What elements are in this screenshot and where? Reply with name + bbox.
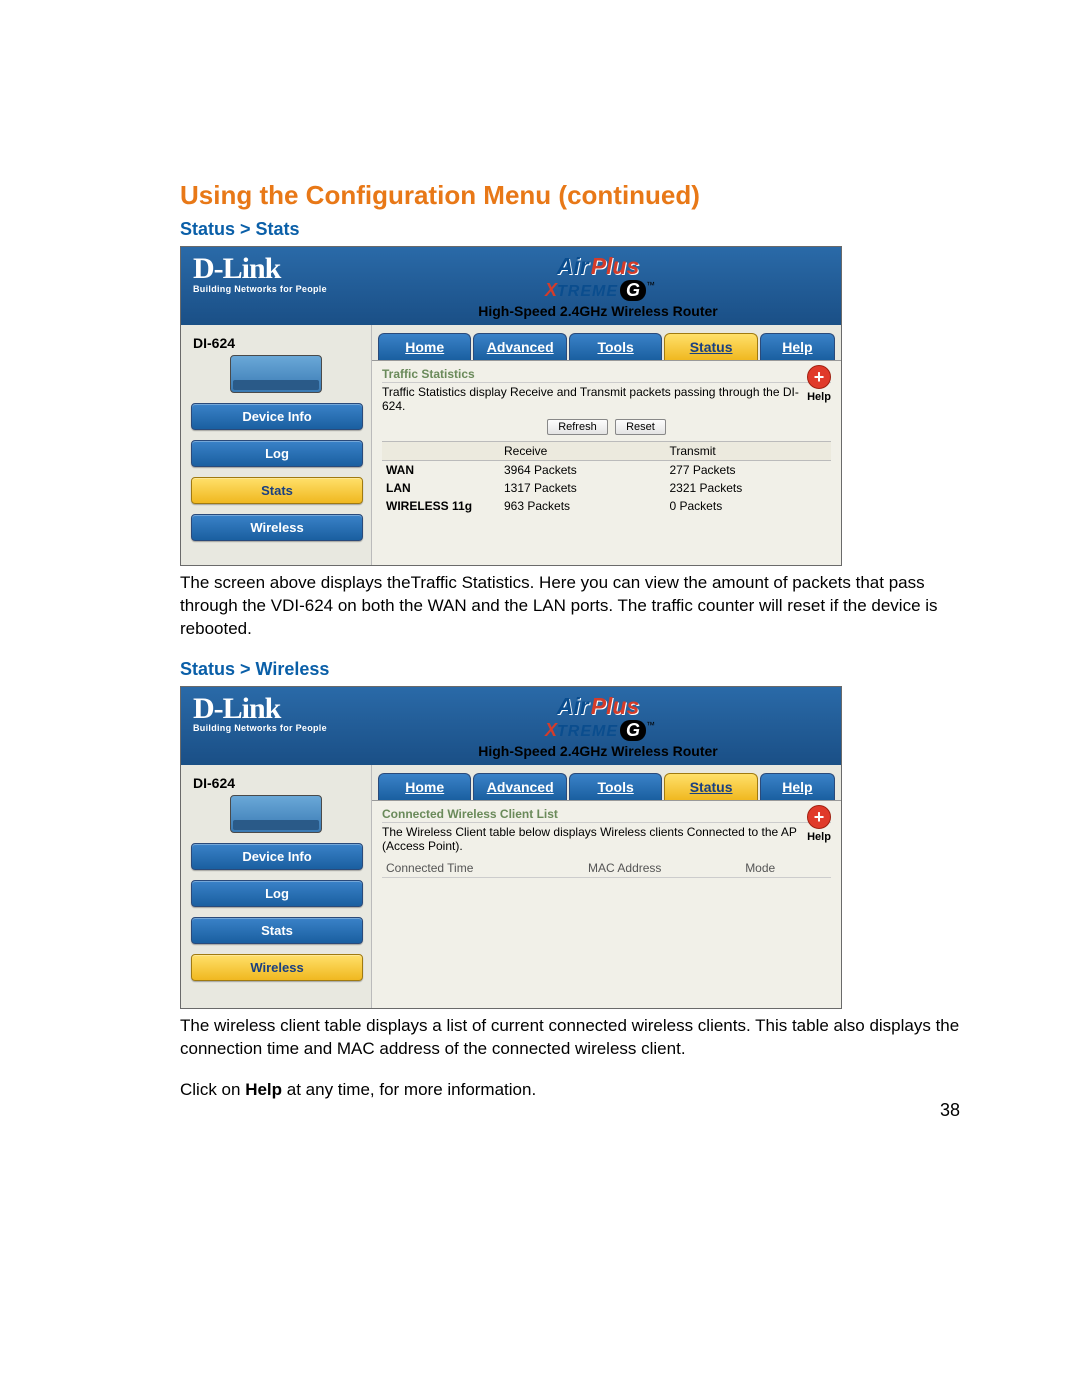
col-connected-time: Connected Time [382, 859, 584, 878]
page-title: Using the Configuration Menu (continued) [180, 180, 960, 211]
sidebar-item-stats[interactable]: Stats [191, 477, 363, 504]
tab-advanced[interactable]: Advanced [473, 773, 566, 800]
table-row: LAN 1317 Packets 2321 Packets [382, 479, 831, 497]
sidebar-item-log[interactable]: Log [191, 440, 363, 467]
refresh-button[interactable]: Refresh [547, 419, 608, 435]
sidebar: DI-624 Device Info Log Stats Wireless [181, 765, 371, 1008]
help-line-prefix: Click on [180, 1080, 245, 1099]
tab-status[interactable]: Status [664, 333, 757, 360]
router-panel-wireless: D-Link Building Networks for People AirP… [180, 686, 842, 1009]
tab-advanced[interactable]: Advanced [473, 333, 566, 360]
tm-mark: ™ [646, 720, 655, 730]
sidebar-item-device-info[interactable]: Device Info [191, 403, 363, 430]
col-mode: Mode [741, 859, 831, 878]
breadcrumb-stats: Status > Stats [180, 219, 960, 240]
page-number: 38 [180, 1100, 960, 1121]
col-transmit: Transmit [666, 442, 832, 461]
logo-text: D-Link [193, 695, 343, 724]
help-icon-wrap[interactable]: + Help [807, 805, 831, 843]
brand-subtitle: High-Speed 2.4GHz Wireless Router [355, 743, 841, 759]
row-wl-rx: 963 Packets [500, 497, 666, 515]
section-title-clients: Connected Wireless Client List [382, 807, 831, 823]
sidebar: DI-624 Device Info Log Stats Wireless [181, 325, 371, 565]
table-row: WAN 3964 Packets 277 Packets [382, 461, 831, 480]
tab-help[interactable]: Help [760, 773, 835, 800]
logo-tagline: Building Networks for People [193, 284, 343, 294]
device-image [230, 795, 322, 833]
g-badge: G [620, 280, 646, 301]
content-area: Home Advanced Tools Status Help + Help C… [371, 765, 841, 1008]
brand-subtitle: High-Speed 2.4GHz Wireless Router [355, 303, 841, 319]
col-mac-address: MAC Address [584, 859, 741, 878]
device-image [230, 355, 322, 393]
g-badge: G [620, 720, 646, 741]
brand-air: Air [557, 693, 589, 720]
panel-header: D-Link Building Networks for People AirP… [181, 247, 841, 325]
content-area: Home Advanced Tools Status Help + Help T… [371, 325, 841, 565]
tab-home[interactable]: Home [378, 333, 471, 360]
help-icon-label: Help [807, 831, 831, 843]
tab-bar: Home Advanced Tools Status Help [372, 325, 841, 361]
help-plus-icon[interactable]: + [807, 365, 831, 389]
help-line-suffix: at any time, for more information. [282, 1080, 536, 1099]
brand-plus: Plus [591, 253, 640, 280]
row-lan-label: LAN [382, 479, 500, 497]
row-lan-rx: 1317 Packets [500, 479, 666, 497]
help-icon-label: Help [807, 391, 831, 403]
product-branding: AirPlus XTREMEG™ High-Speed 2.4GHz Wirel… [355, 687, 841, 759]
tab-status[interactable]: Status [664, 773, 757, 800]
dlink-logo: D-Link Building Networks for People [181, 247, 355, 296]
panel-header: D-Link Building Networks for People AirP… [181, 687, 841, 765]
row-wan-tx: 277 Packets [666, 461, 832, 480]
reset-button[interactable]: Reset [615, 419, 666, 435]
logo-tagline: Building Networks for People [193, 723, 343, 733]
row-wan-rx: 3964 Packets [500, 461, 666, 480]
logo-text: D-Link [193, 255, 343, 284]
brand-treme: TREME [557, 723, 618, 740]
sidebar-item-stats[interactable]: Stats [191, 917, 363, 944]
row-lan-tx: 2321 Packets [666, 479, 832, 497]
tab-home[interactable]: Home [378, 773, 471, 800]
clients-description: The Wireless Client table below displays… [382, 825, 831, 853]
model-label: DI-624 [193, 335, 361, 351]
help-icon-wrap[interactable]: + Help [807, 365, 831, 403]
brand-plus: Plus [591, 693, 640, 720]
col-receive: Receive [500, 442, 666, 461]
model-label: DI-624 [193, 775, 361, 791]
stats-paragraph: The screen above displays theTraffic Sta… [180, 572, 960, 641]
help-plus-icon[interactable]: + [807, 805, 831, 829]
dlink-logo: D-Link Building Networks for People [181, 687, 355, 736]
stats-table: Receive Transmit WAN 3964 Packets 277 Pa… [382, 441, 831, 515]
table-row: WIRELESS 11g 963 Packets 0 Packets [382, 497, 831, 515]
help-line-bold: Help [245, 1080, 282, 1099]
brand-x: X [545, 280, 557, 300]
brand-treme: TREME [557, 283, 618, 300]
row-wan-label: WAN [382, 461, 500, 480]
clients-table: Connected Time MAC Address Mode [382, 859, 831, 878]
sidebar-item-wireless[interactable]: Wireless [191, 514, 363, 541]
traffic-description: Traffic Statistics display Receive and T… [382, 385, 831, 413]
sidebar-item-log[interactable]: Log [191, 880, 363, 907]
sidebar-item-device-info[interactable]: Device Info [191, 843, 363, 870]
tab-tools[interactable]: Tools [569, 773, 662, 800]
tm-mark: ™ [646, 280, 655, 290]
tab-tools[interactable]: Tools [569, 333, 662, 360]
product-branding: AirPlus XTREMEG™ High-Speed 2.4GHz Wirel… [355, 247, 841, 319]
wireless-paragraph: The wireless client table displays a lis… [180, 1015, 960, 1061]
row-wl-tx: 0 Packets [666, 497, 832, 515]
help-line: Click on Help at any time, for more info… [180, 1079, 960, 1102]
section-title-traffic: Traffic Statistics [382, 367, 831, 383]
tab-help[interactable]: Help [760, 333, 835, 360]
breadcrumb-wireless: Status > Wireless [180, 659, 960, 680]
brand-air: Air [557, 253, 589, 280]
router-panel-stats: D-Link Building Networks for People AirP… [180, 246, 842, 566]
row-wl-label: WIRELESS 11g [382, 497, 500, 515]
tab-bar: Home Advanced Tools Status Help [372, 765, 841, 801]
brand-x: X [545, 720, 557, 740]
sidebar-item-wireless[interactable]: Wireless [191, 954, 363, 981]
